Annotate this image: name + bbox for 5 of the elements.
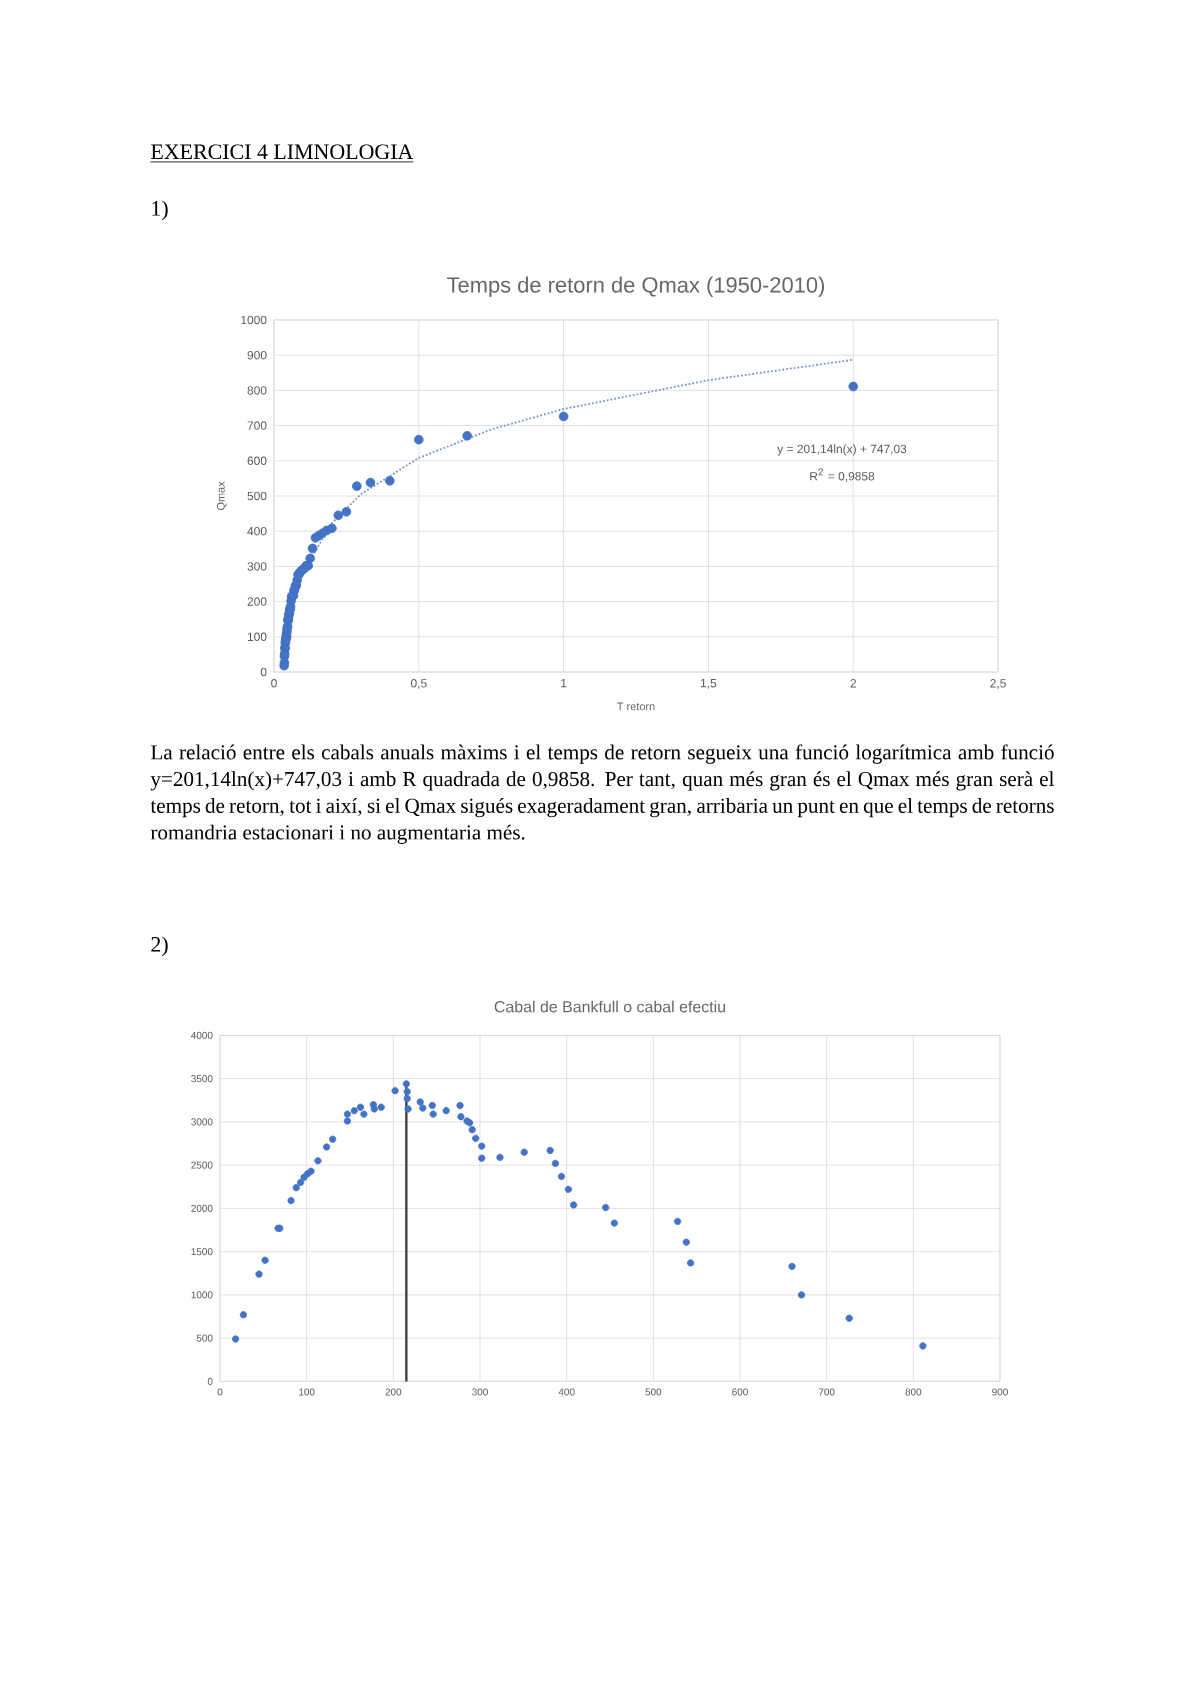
text: EXERCICI 4 LIMNOLOGIA: [151, 144, 414, 160]
text: 1): [152, 200, 168, 221]
text: La relació entre els cabals anuals màxims i el temps de retorn segueix una funció logarítmica amb funció y=201,14ln(x)+747,03 i amb R quadrada de 0,9858. Per tant, quan més gran és el Qmax més gran serà el temps de retorn, tot i així, si el Qmax sigués exageradament gran, arribaria un punt en que el temps de retorns romandria estacionari i no augmentaria més.: [150, 744, 1055, 844]
text: 2): [151, 936, 168, 957]
chart-title: Temps de retorn de Qmax (1950-2010): [447, 276, 825, 297]
